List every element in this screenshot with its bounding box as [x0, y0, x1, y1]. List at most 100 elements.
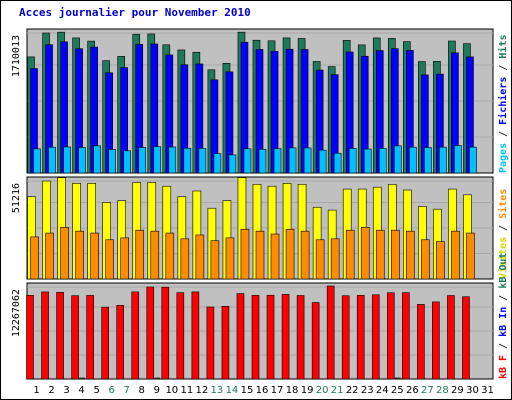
bar-pages-day-10	[168, 146, 177, 174]
bar-pages-day-28	[439, 146, 447, 174]
bar-kbf-day-11	[176, 292, 185, 380]
day-label-14: 14	[226, 385, 239, 396]
bar-pages-day-15	[243, 148, 252, 174]
bar-kbf-day-8	[131, 291, 140, 380]
legend-separator: /	[498, 337, 509, 355]
bar-kbf-day-28	[432, 301, 440, 380]
bar-sites-day-21	[330, 238, 340, 280]
bar-kbf-day-23	[356, 295, 365, 380]
bar-sites-day-29	[451, 230, 460, 280]
bar-sites-day-18	[285, 228, 295, 280]
bar-sites-day-30	[466, 232, 475, 280]
day-label-15: 15	[241, 385, 254, 396]
day-label-19: 19	[301, 385, 314, 396]
bar-kbf-day-25	[386, 292, 395, 380]
bar-kbf-day-18	[281, 294, 290, 380]
bar-sites-day-12	[195, 234, 205, 280]
bar-kbf-day-19	[296, 295, 305, 380]
bar-sites-day-5	[90, 232, 99, 280]
bar-pages-day-9	[153, 146, 162, 174]
day-label-30: 30	[466, 385, 479, 396]
bar-sites-day-8	[135, 229, 145, 280]
bar-sites-day-24	[375, 229, 385, 280]
panel-2-legend: kB F / kB In / kB Out	[498, 253, 509, 379]
bar-sites-day-9	[150, 230, 160, 280]
bar-sites-day-3	[60, 227, 69, 280]
bar-pages-day-3	[63, 146, 71, 174]
bar-pages-day-11	[183, 147, 192, 174]
bar-pages-day-23	[363, 148, 372, 174]
bar-sites-day-2	[45, 232, 54, 280]
bar-kbf-day-30	[462, 296, 470, 380]
bar-sites-day-22	[345, 229, 355, 280]
bar-sites-day-1	[30, 236, 39, 280]
day-label-8: 8	[139, 385, 145, 396]
bar-sites-day-16	[255, 230, 265, 280]
bar-sites-day-4	[75, 230, 84, 280]
bar-kbf-day-24	[371, 294, 380, 380]
day-label-2: 2	[48, 385, 54, 396]
bar-sites-day-23	[360, 227, 370, 280]
bar-pages-day-18	[288, 147, 297, 174]
bar-kbf-day-4	[71, 295, 79, 380]
bar-sites-day-20	[315, 239, 325, 280]
bar-pages-day-16	[258, 148, 267, 174]
day-label-24: 24	[376, 385, 389, 396]
bar-kbf-day-9	[146, 286, 155, 380]
legend-entry: kB Out	[498, 253, 509, 289]
bar-pages-day-17	[273, 148, 282, 174]
bar-pages-day-20	[318, 149, 327, 174]
bar-kbf-day-21	[326, 285, 335, 380]
day-label-28: 28	[436, 385, 449, 396]
bar-sites-day-14	[225, 237, 235, 280]
panel-2-y-max-label: 12267062	[11, 289, 22, 337]
bar-pages-day-13	[213, 153, 222, 174]
legend-entry: Pages	[498, 143, 509, 173]
bar-kbf-day-7	[116, 305, 125, 380]
bar-pages-day-12	[198, 148, 207, 174]
bar-pages-day-21	[333, 152, 342, 174]
bar-pages-day-19	[303, 147, 312, 174]
bar-pages-day-4	[78, 147, 86, 174]
day-label-11: 11	[180, 385, 193, 396]
bar-sites-day-19	[300, 230, 310, 280]
bar-pages-day-25	[393, 145, 402, 174]
bar-sites-day-13	[210, 240, 220, 280]
chart-title: Acces journalier pour November 2010	[19, 6, 251, 19]
legend-entry: kB In	[498, 307, 509, 337]
day-label-6: 6	[108, 385, 114, 396]
legend-separator: /	[498, 289, 509, 307]
bar-sites-day-27	[421, 239, 430, 280]
bar-kbout-day-4	[79, 377, 85, 380]
day-label-21: 21	[331, 385, 344, 396]
legend-separator: /	[498, 59, 509, 77]
bar-pages-day-2	[48, 146, 56, 174]
day-label-5: 5	[93, 385, 99, 396]
day-label-26: 26	[406, 385, 419, 396]
bar-kbf-day-16	[251, 295, 260, 380]
bar-kbf-day-6	[101, 306, 109, 380]
bar-kbf-day-27	[417, 304, 425, 380]
bar-sites-day-26	[406, 230, 415, 280]
bar-kbf-day-26	[402, 292, 410, 380]
bar-kbout-day-25	[394, 377, 401, 380]
panel-1-legend: Visites / Sites	[497, 189, 509, 279]
bar-kbf-day-3	[56, 292, 64, 380]
day-label-29: 29	[451, 385, 464, 396]
bar-pages-day-30	[469, 146, 477, 174]
bar-kbf-day-10	[161, 286, 170, 380]
bar-kbf-day-1	[26, 295, 34, 380]
legend-entry: Hits	[497, 35, 509, 59]
bar-sites-day-25	[390, 229, 400, 280]
bar-kbf-day-22	[341, 295, 350, 380]
bar-sites-day-11	[180, 238, 190, 280]
bar-kbf-day-13	[206, 306, 215, 380]
legend-separator: /	[498, 219, 509, 237]
day-label-27: 27	[421, 385, 434, 396]
bar-pages-day-5	[93, 145, 101, 174]
day-label-12: 12	[196, 385, 209, 396]
day-label-10: 10	[165, 385, 178, 396]
bar-pages-day-27	[424, 147, 432, 174]
